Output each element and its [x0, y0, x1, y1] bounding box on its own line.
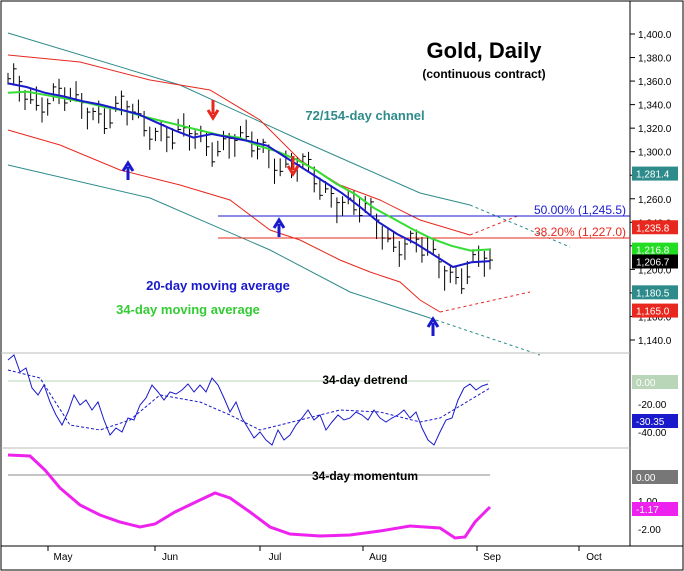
detrend-title: 34-day detrend [322, 373, 407, 387]
price-tags: 1,281.4 1,235.8 1,216.81,206.7 1,180.5 1,165… [632, 166, 678, 318]
price-tag-label: 1,281.4 [636, 170, 670, 181]
price-tick-label: 1,400.0 [638, 30, 672, 41]
price-tick-label: 1,360.0 [638, 77, 672, 88]
momentum-tag-label: -1.17 [636, 505, 659, 516]
price-tag-box [632, 242, 678, 257]
channel-upper-line [7, 32, 471, 206]
price-tag-box [632, 303, 678, 318]
momentum-tags: 0.00 -1.17 [632, 470, 678, 516]
blue-up-arrow-icon [121, 160, 135, 180]
fib-50-label: 50.00% (1,245.5) [534, 203, 626, 217]
red-channel-lower-line [7, 129, 441, 313]
momentum-title: 34-day momentum [312, 469, 418, 483]
ma20-annotation: 20-day moving average [146, 278, 290, 293]
detrend-tags: 0.00 -30.35 [632, 375, 678, 428]
red-channel-upper-projection [469, 214, 521, 236]
ma20-line [7, 82, 491, 269]
price-tick-label: 1,380.0 [638, 54, 672, 65]
detrend-tag-label: -30.35 [636, 417, 665, 428]
red-channel-lines [7, 54, 531, 313]
detrend-panel: 34-day detrend [7, 354, 491, 446]
price-tag-box [632, 254, 678, 269]
price-tag-label: 1,180.5 [636, 288, 670, 299]
price-tick-label: 1,260.0 [638, 195, 672, 206]
detrend-tick-label: -20.00 [638, 400, 667, 411]
blue-up-arrow-icon [426, 316, 440, 336]
channel-lower-projection [429, 317, 541, 356]
channel-lower-line [7, 164, 431, 319]
chart-subtitle: (continuous contract) [422, 67, 545, 81]
channel-upper-projection [469, 204, 571, 248]
time-tick-label: Jul [269, 552, 282, 563]
time-tick-label: Jun [162, 552, 178, 563]
blue-up-arrow-icon [272, 217, 286, 237]
price-tag-label: 1,165.0 [636, 307, 670, 318]
momentum-tag-box [632, 502, 678, 516]
price-tag-box [632, 285, 678, 300]
detrend-tag-label: 0.00 [636, 378, 656, 389]
red-down-arrow-icon [206, 100, 220, 121]
price-tag-box [632, 220, 678, 235]
turn-arrows [121, 100, 440, 336]
detrend-line [7, 354, 489, 446]
channel-lines [7, 32, 571, 356]
chart-title: Gold, Daily [427, 38, 543, 63]
channel-annotation: 72/154-day channel [305, 108, 424, 123]
time-axis-ticks: May Jun Jul Aug Sep Oct [47, 546, 602, 563]
time-tick-label: May [54, 552, 73, 563]
price-tick-label: 1,300.0 [638, 148, 672, 159]
red-down-arrow-icon [286, 156, 300, 177]
detrend-tag-box [632, 375, 678, 389]
price-tick-label: 1,340.0 [638, 101, 672, 112]
ma34-annotation: 34-day moving average [116, 302, 260, 317]
price-tag-label: 1,216.8 [636, 246, 670, 257]
price-tick-label: 1,320.0 [638, 124, 672, 135]
price-tick-label: 1,140.0 [638, 336, 672, 347]
detrend-tick-label: -40.00 [638, 428, 667, 439]
momentum-tag-label: 0.00 [636, 473, 656, 484]
fib-382-label: 38.20% (1,227.0) [534, 225, 626, 239]
price-tick-label: 1,200.0 [638, 265, 672, 276]
momentum-tag-box [632, 470, 678, 484]
momentum-tick-label: -2.00 [638, 525, 661, 536]
detrend-signal-line [7, 369, 491, 431]
detrend-tag-box [632, 414, 678, 428]
momentum-panel: 34-day momentum [7, 453, 492, 540]
price-tag-label: 1,206.7 [636, 257, 670, 268]
price-bars [7, 63, 493, 294]
price-tag-box [632, 166, 678, 181]
time-tick-label: Aug [369, 552, 387, 563]
time-tick-label: Oct [586, 552, 602, 563]
red-channel-upper-line [7, 54, 471, 236]
price-tick-label: 1,160.0 [638, 312, 672, 323]
time-tick-label: Sep [483, 552, 501, 563]
price-tag-label: 1,235.8 [636, 223, 670, 234]
momentum-line [7, 453, 492, 540]
